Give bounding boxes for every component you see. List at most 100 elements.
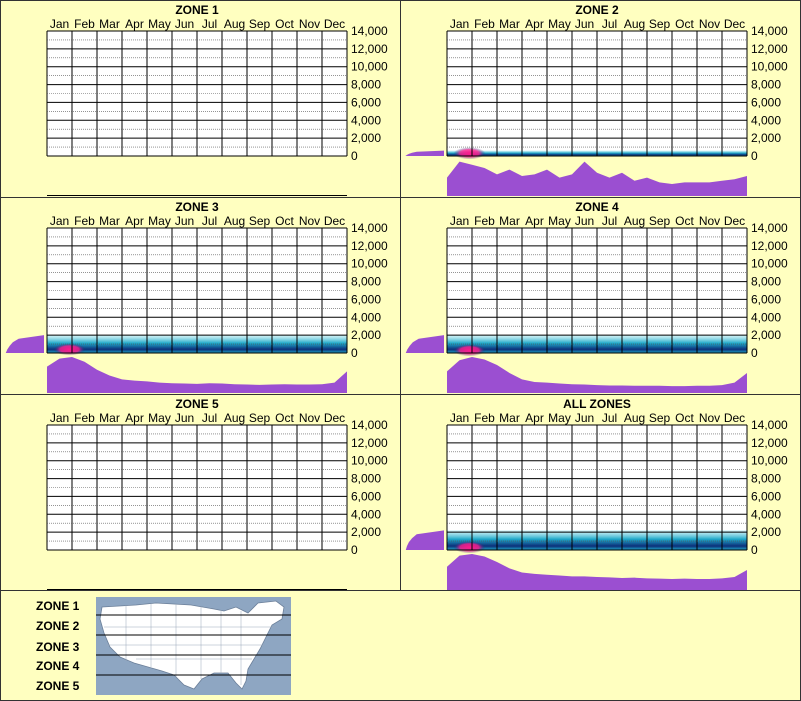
- elevation-tick-label: 8,000: [351, 275, 381, 289]
- month-tick-label: Aug: [224, 411, 245, 425]
- elevation-tick-label: 4,000: [751, 113, 781, 127]
- chart-title: ZONE 3: [175, 200, 219, 214]
- elevation-tick-label: 12,000: [351, 436, 388, 450]
- chart-title: ALL ZONES: [563, 397, 631, 411]
- elevation-tick-label: 14,000: [351, 24, 388, 38]
- month-tick-label: May: [148, 411, 171, 425]
- chart-title: ZONE 1: [175, 3, 219, 17]
- zone-legend-label-2: ZONE 2: [36, 619, 80, 633]
- month-tick-label: Jan: [50, 214, 69, 228]
- month-tick-label: Feb: [474, 411, 495, 425]
- month-tick-label: Mar: [99, 17, 120, 31]
- month-tick-label: May: [148, 214, 171, 228]
- chart-panel-5: ZONE 5 Jan Feb Mar Apr May Jun Jul Aug Sep Oct Nov D…: [0, 394, 401, 591]
- month-tick-label: Oct: [675, 214, 694, 228]
- monthly-profile: [447, 161, 747, 196]
- elevation-tick-label: 12,000: [351, 42, 388, 56]
- month-tick-label: Jan: [450, 411, 469, 425]
- month-tick-label: Aug: [624, 17, 645, 31]
- month-tick-label: Mar: [499, 17, 520, 31]
- month-tick-label: Aug: [624, 214, 645, 228]
- elevation-tick-label: 14,000: [751, 221, 788, 235]
- month-tick-label: May: [548, 214, 571, 228]
- chart-panel-3: ZONE 3 Jan Feb Mar Apr May Jun Jul Aug Sep Oct Nov D…: [0, 197, 401, 395]
- elevation-tick-label: 4,000: [351, 113, 381, 127]
- elevation-tick-label: 10,000: [351, 454, 388, 468]
- elevation-tick-label: 4,000: [351, 507, 381, 521]
- month-tick-label: Oct: [275, 17, 294, 31]
- elevation-tick-label: 12,000: [751, 42, 788, 56]
- elevation-tick-label: 14,000: [351, 418, 388, 432]
- month-tick-label: Nov: [699, 411, 720, 425]
- zone-chart-svg: ZONE 1 Jan Feb Mar Apr May Jun Jul Aug Sep Oct Nov D…: [46, 3, 388, 196]
- zone-legend-label-3: ZONE 3: [36, 640, 80, 654]
- month-tick-label: Nov: [299, 411, 320, 425]
- month-tick-label: Jun: [575, 411, 594, 425]
- elevation-tick-label: 6,000: [351, 292, 381, 306]
- month-tick-label: Feb: [474, 17, 495, 31]
- month-tick-label: Aug: [224, 17, 245, 31]
- month-tick-label: Jan: [50, 17, 69, 31]
- month-tick-label: Dec: [724, 214, 745, 228]
- elevation-tick-label: 6,000: [751, 292, 781, 306]
- month-tick-label: Sep: [249, 411, 271, 425]
- elevation-tick-label: 12,000: [351, 239, 388, 253]
- zone-chart-svg: ZONE 5 Jan Feb Mar Apr May Jun Jul Aug Sep Oct Nov D…: [46, 397, 388, 590]
- month-tick-label: Jun: [575, 17, 594, 31]
- elevation-tick-label: 8,000: [751, 275, 781, 289]
- chart-title: ZONE 2: [575, 3, 619, 17]
- monthly-profile: [447, 554, 747, 590]
- month-tick-label: Oct: [275, 214, 294, 228]
- chart-panel-1: ZONE 1 Jan Feb Mar Apr May Jun Jul Aug Sep Oct Nov D…: [0, 0, 401, 198]
- month-tick-label: Mar: [99, 411, 120, 425]
- elevation-tick-label: 4,000: [751, 310, 781, 324]
- elevation-tick-label: 0: [751, 149, 758, 163]
- elevation-tick-label: 2,000: [351, 525, 381, 539]
- month-tick-label: Apr: [525, 214, 544, 228]
- elevation-tick-label: 10,000: [351, 60, 388, 74]
- month-tick-label: Sep: [649, 17, 671, 31]
- zone-chart-svg: ZONE 2 Jan Feb Mar Apr May Jun Jul Aug Sep Oct Nov D…: [405, 3, 788, 196]
- month-tick-label: Nov: [699, 17, 720, 31]
- month-tick-label: Nov: [699, 214, 720, 228]
- density-peak: [453, 344, 486, 357]
- month-tick-label: Apr: [125, 214, 144, 228]
- elevation-tick-label: 0: [351, 149, 358, 163]
- us-map-zones-icon: [96, 597, 291, 695]
- monthly-profile: [447, 357, 747, 393]
- elevation-tick-label: 2,000: [351, 328, 381, 342]
- elevation-tick-label: 4,000: [751, 507, 781, 521]
- month-tick-label: Aug: [224, 214, 245, 228]
- chart-title: ZONE 5: [175, 397, 219, 411]
- month-tick-label: Apr: [525, 17, 544, 31]
- zone-chart-svg: ALL ZONES Jan Feb Mar Apr May Jun Jul Aug Sep Oct N…: [405, 397, 788, 590]
- elevation-tick-label: 0: [751, 543, 758, 557]
- zone-chart-svg: ZONE 4 Jan Feb Mar Apr May Jun Jul Aug Sep Oct Nov D…: [405, 200, 788, 393]
- month-tick-label: Sep: [649, 214, 671, 228]
- elevation-tick-label: 6,000: [351, 489, 381, 503]
- density-peak: [453, 541, 486, 554]
- chart-panel-2: ZONE 2 Jan Feb Mar Apr May Jun Jul Aug Sep Oct Nov D…: [400, 0, 801, 198]
- month-tick-label: Sep: [249, 17, 271, 31]
- elevation-tick-label: 2,000: [351, 131, 381, 145]
- zone-legend-label-5: ZONE 5: [36, 679, 80, 693]
- elevation-tick-label: 10,000: [751, 257, 788, 271]
- elevation-tick-label: 6,000: [351, 95, 381, 109]
- month-tick-label: Nov: [299, 17, 320, 31]
- elevation-tick-label: 0: [751, 346, 758, 360]
- month-tick-label: Nov: [299, 214, 320, 228]
- elevation-tick-label: 12,000: [751, 239, 788, 253]
- density-peak: [453, 147, 486, 160]
- month-tick-label: Dec: [324, 411, 345, 425]
- month-tick-label: May: [548, 411, 571, 425]
- month-tick-label: Dec: [324, 17, 345, 31]
- month-tick-label: Dec: [724, 17, 745, 31]
- elevation-tick-label: 8,000: [351, 472, 381, 486]
- elevation-tick-label: 10,000: [751, 454, 788, 468]
- month-tick-label: Oct: [275, 411, 294, 425]
- month-tick-label: Jul: [602, 411, 617, 425]
- zone-legend-label-4: ZONE 4: [36, 659, 80, 673]
- month-tick-label: Jan: [450, 17, 469, 31]
- chart-title: ZONE 4: [575, 200, 619, 214]
